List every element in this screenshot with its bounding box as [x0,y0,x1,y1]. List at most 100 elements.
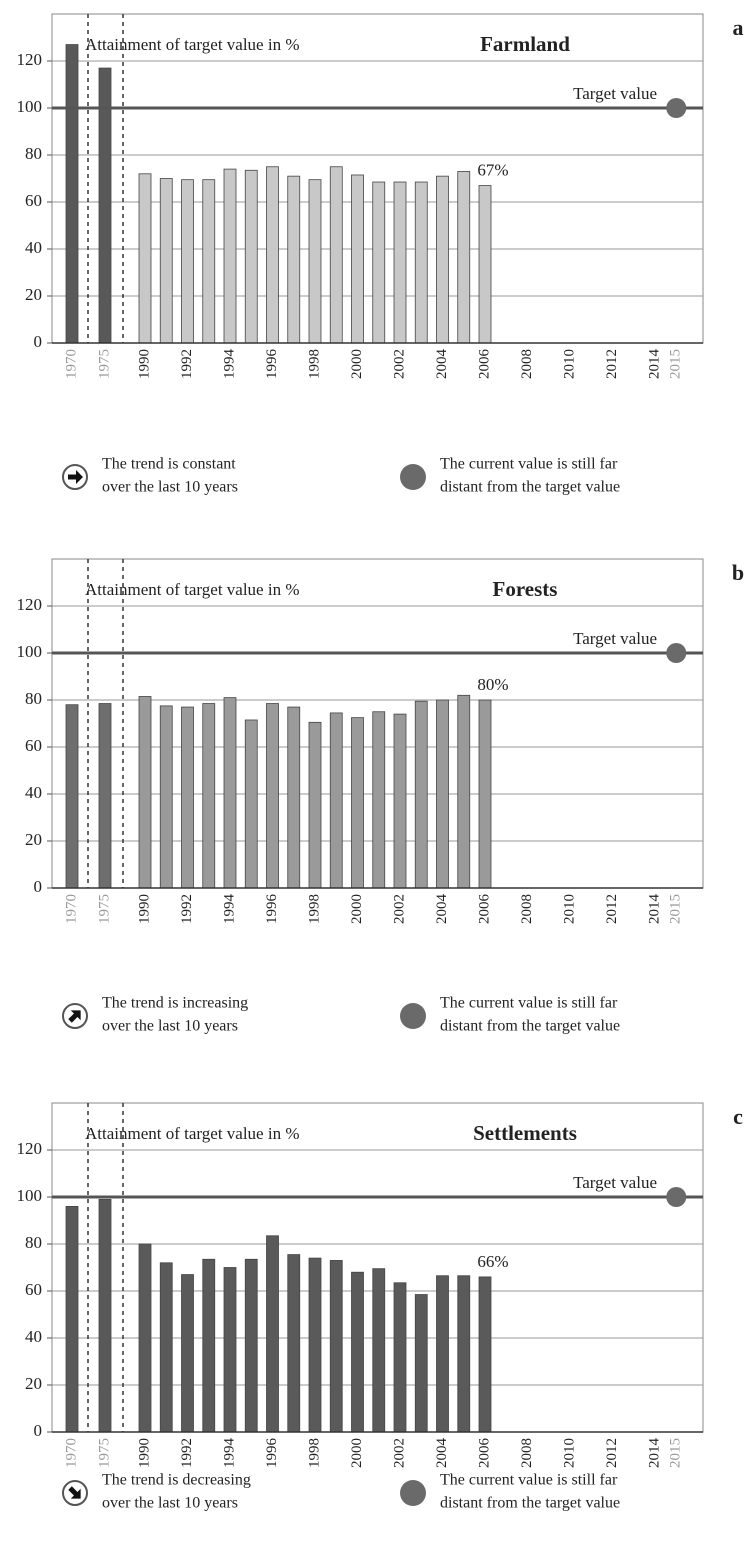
status-text: distant from the target value [440,1495,620,1512]
bar [244,169,258,344]
x-tick-label: 2000 [349,1438,365,1468]
bar [414,1294,428,1433]
x-tick-label: 1990 [136,349,152,379]
bar [181,1274,194,1433]
status-text: The current value is still far [440,456,618,473]
x-tick-label: 1990 [136,894,152,924]
trend-arrow [68,470,83,484]
bar [393,1282,407,1433]
trend-text: over the last 10 years [102,479,238,496]
y-tick-label: 0 [34,1421,43,1440]
x-tick-label: 1992 [179,1438,195,1468]
y-tick-label: 60 [25,1280,42,1299]
x-tick-label: 2004 [434,1438,450,1469]
bar [181,179,194,344]
bar [98,703,112,889]
y-tick-label: 60 [25,191,42,210]
bar [329,166,343,344]
bar [372,181,386,344]
value-label: 66% [477,1252,508,1271]
x-tick-label: 2002 [391,894,407,924]
bar [138,696,152,889]
trend-text: The trend is increasing [102,995,248,1012]
bar [202,1258,216,1433]
status-text: distant from the target value [440,1018,620,1035]
trend-text: The trend is constant [102,456,236,473]
trend-text: The trend is decreasing [102,1472,251,1489]
target-label: Target value [573,629,657,648]
bar [478,1276,492,1433]
bar [138,1243,152,1433]
bar [436,699,449,889]
x-tick-label: 2010 [561,349,577,379]
target-marker [666,643,687,663]
status-icon [400,464,426,490]
bar [266,1235,279,1433]
panel: 0 20 40 60 80 100 120 1970 1975 1990 1992 1994 1996 1… [17,13,744,496]
chart-title: Settlements [473,1121,577,1145]
bar [202,703,216,889]
bar [287,1254,301,1433]
x-tick-label: 2004 [434,894,450,925]
x-tick-label: 2006 [476,894,492,925]
trend-text: over the last 10 years [102,1018,238,1035]
y-tick-label: 20 [25,285,42,304]
bar [457,694,471,889]
y-tick-label: 0 [34,877,43,896]
x-tick-label: 2014 [646,349,662,380]
x-tick-label: 2006 [476,1438,492,1469]
x-tick-label: 1975 [96,349,112,379]
y-tick-label: 40 [25,783,42,802]
y-tick-label: 80 [25,689,42,708]
bar [138,173,152,344]
bar [223,168,237,344]
x-tick-label: 2014 [646,894,662,925]
y-tick-label: 80 [25,144,42,163]
x-tick-label: 1975 [96,894,112,924]
status-text: distant from the target value [440,479,620,496]
x-tick-label: 1992 [179,894,195,924]
y-tick-label: 100 [17,642,43,661]
bar [202,179,216,344]
x-tick-label: 1992 [179,349,195,379]
y-tick-label: 40 [25,1327,42,1346]
bar [266,166,279,344]
arrow-shape [68,1486,81,1499]
x-tick-label: 1996 [264,894,280,925]
x-tick-label: 1998 [306,349,322,379]
bar [436,175,449,344]
x-tick-label: 1994 [221,894,237,925]
x-tick-label: 1990 [136,1438,152,1468]
x-tick-label: 2008 [519,349,535,379]
bar [159,705,173,889]
bar [393,713,407,889]
axis-note: Attainment of target value in % [85,1124,299,1143]
x-tick-label: 1996 [264,349,280,380]
bar [372,1268,386,1433]
status-text: The current value is still far [440,995,618,1012]
bar [159,1262,173,1433]
x-tick-label: 2012 [604,1438,620,1468]
bar [436,1275,449,1433]
target-label: Target value [573,1173,657,1192]
x-tick-label: 2008 [519,1438,535,1468]
y-tick-label: 20 [25,1374,42,1393]
x-tick-label: 1998 [306,894,322,924]
x-tick-label: 1970 [63,894,79,924]
x-tick-label: 1998 [306,1438,322,1468]
x-tick-label: 1970 [63,1438,79,1468]
y-tick-label: 40 [25,238,42,257]
chart-title: Farmland [480,32,570,56]
y-tick-label: 100 [17,1186,43,1205]
axis-note: Attainment of target value in % [85,35,299,54]
panel-letter: b [732,560,744,585]
bar [244,1258,258,1433]
chart-title: Forests [493,577,558,601]
bar [457,171,471,344]
bar [181,706,194,889]
x-tick-label: 2015 [668,1438,684,1468]
panel: 0 20 40 60 80 100 120 1970 1975 1990 1992 1994 1996 1… [17,1102,743,1512]
x-tick-label: 2002 [391,349,407,379]
x-tick-label: 2014 [646,1438,662,1469]
x-tick-label: 1996 [264,1438,280,1469]
